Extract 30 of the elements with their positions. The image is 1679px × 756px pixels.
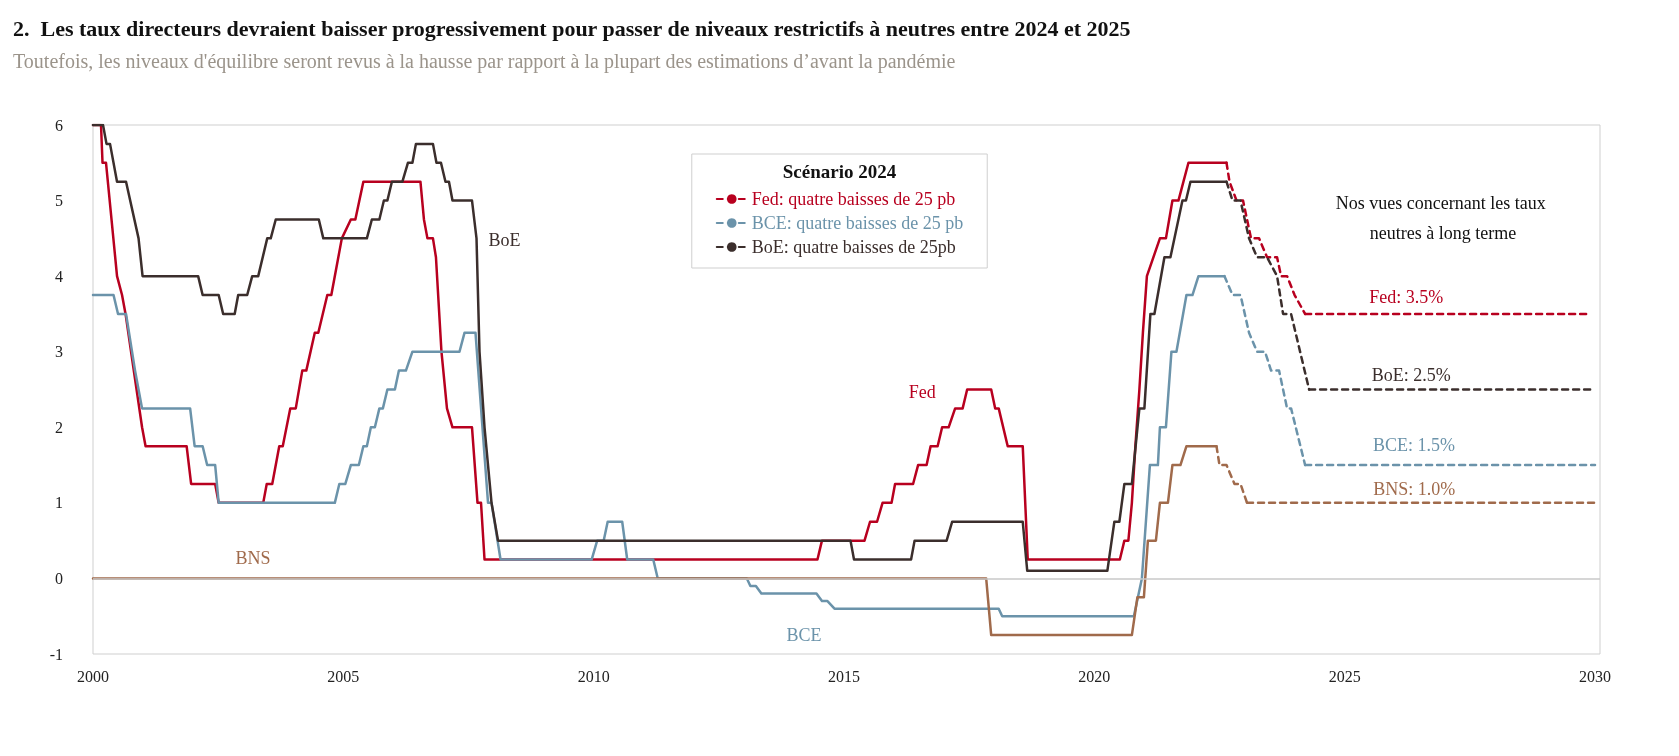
y-tick-label: 0	[55, 569, 63, 587]
series-label: Fed: 3.5%	[1369, 286, 1444, 307]
x-tick-label: 2000	[77, 667, 109, 685]
y-tick-label: 4	[55, 267, 63, 285]
x-tick-label: 2030	[1578, 667, 1611, 685]
y-tick-label: 2	[55, 418, 63, 436]
series-label: BNS: 1.0%	[1373, 478, 1456, 499]
x-tick-label: 2010	[577, 667, 610, 685]
y-tick-label: -1	[49, 645, 63, 663]
series-label: BCE	[786, 625, 822, 646]
legend-label: BCE: quatre baisses de 25 pb	[751, 213, 964, 233]
series-label: BNS	[235, 548, 271, 569]
chart-subtitle: Toutefois, les niveaux d'équilibre seront revus à la hausse par rapport à la plupart des estimations d’avant la pandémie	[13, 50, 956, 73]
legend-title: Scénario 2024	[782, 161, 897, 182]
annotation: Nos vues concernant les taux neutres à long terme	[1335, 193, 1551, 243]
x-tick-label: 2015	[828, 667, 860, 685]
y-tick-label: 5	[55, 192, 63, 210]
series-label: BoE: 2.5%	[1371, 364, 1451, 385]
x-tick-label: 2025	[1328, 667, 1361, 685]
x-tick-label: 2005	[327, 667, 360, 685]
y-tick-label: 1	[55, 494, 63, 512]
chart-title: 2. Les taux directeurs devraient baisser progressivement pour passer de niveaux restrictifs à neutres entre 2024 et 2025	[13, 15, 1131, 41]
x-tick-label: 2020	[1078, 667, 1111, 685]
legend-label: Fed: quatre baisses de 25 pb	[751, 189, 956, 209]
y-tick-label: 6	[55, 116, 63, 134]
series-label: BCE: 1.5%	[1373, 435, 1456, 456]
series-label: BoE	[488, 230, 521, 251]
series-label: Fed	[908, 381, 936, 402]
y-tick-label: 3	[55, 343, 63, 361]
legend-label: BoE: quatre baisses de 25pb	[751, 237, 956, 257]
